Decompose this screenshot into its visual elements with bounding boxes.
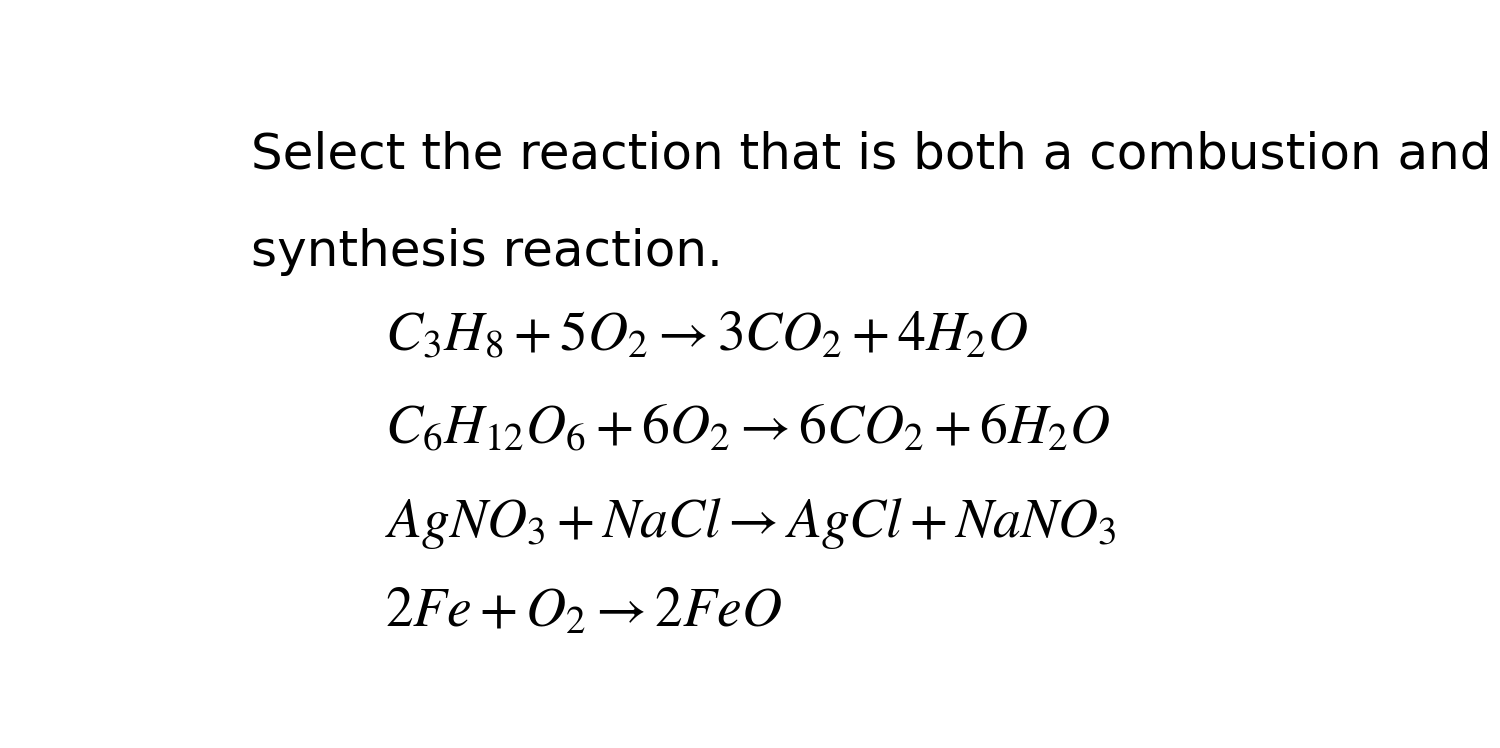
Text: $C_3H_8 + 5O_2 \rightarrow 3CO_2 + 4H_2O$: $C_3H_8 + 5O_2 \rightarrow 3CO_2 + 4H_2O… <box>386 311 1029 362</box>
Text: $C_6H_{12}O_6 + 6O_2 \rightarrow 6CO_2 + 6H_2O$: $C_6H_{12}O_6 + 6O_2 \rightarrow 6CO_2 +… <box>386 404 1110 456</box>
Text: $AgNO_3 + NaCl \rightarrow AgCl + NaNO_3$: $AgNO_3 + NaCl \rightarrow AgCl + NaNO_3… <box>386 496 1116 551</box>
Text: Select the reaction that is both a combustion and a: Select the reaction that is both a combu… <box>252 130 1500 178</box>
Text: $2Fe + O_2 \rightarrow 2FeO$: $2Fe + O_2 \rightarrow 2FeO$ <box>386 588 782 639</box>
Text: synthesis reaction.: synthesis reaction. <box>252 228 723 276</box>
